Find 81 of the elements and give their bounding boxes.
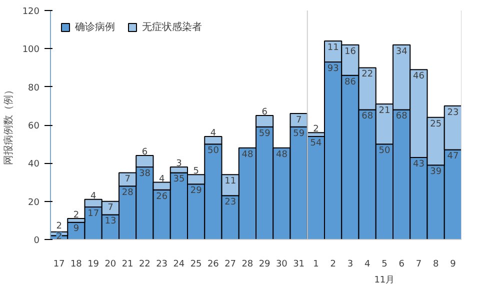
data-label: 86 (344, 77, 356, 88)
x-tick-label: 26 (207, 260, 220, 270)
data-label: 23 (224, 198, 236, 208)
data-label: 6 (262, 108, 268, 118)
x-tick-label: 8 (432, 260, 439, 270)
x-tick-label: 17 (53, 260, 65, 270)
y-tick-label: 0 (34, 236, 40, 246)
data-label: 68 (396, 112, 408, 122)
y-tick-label: 20 (28, 198, 40, 208)
data-label: 50 (378, 146, 390, 156)
data-label: 59 (293, 128, 305, 139)
data-label: 11 (224, 176, 236, 187)
data-label: 17 (88, 208, 100, 219)
data-label: 43 (412, 159, 424, 170)
data-label: 35 (173, 174, 185, 185)
data-label: 38 (138, 168, 151, 179)
data-label: 16 (344, 46, 356, 57)
data-label: 4 (158, 174, 165, 184)
x-tick-label: 7 (416, 260, 422, 270)
data-label: 13 (104, 216, 116, 227)
y-tick-label: 80 (28, 83, 40, 94)
data-label: 2 (56, 222, 62, 232)
data-label: 39 (430, 166, 442, 177)
x-tick-label: 25 (190, 260, 202, 270)
x-tick-label: 18 (70, 260, 82, 270)
data-label: 7 (296, 115, 302, 126)
x-tick-label: 3 (347, 260, 354, 270)
x-tick-label: 23 (156, 260, 168, 270)
x-tick-label: 6 (398, 260, 405, 270)
data-label: 2 (313, 124, 319, 135)
y-tick-label: 120 (22, 7, 40, 17)
y-axis-title: 网报病例数（例） (2, 85, 14, 165)
data-label: 46 (412, 72, 425, 82)
data-label: 2 (73, 210, 80, 221)
data-label: 7 (108, 203, 114, 214)
y-tick-label: 100 (22, 45, 40, 56)
y-tick-label: 60 (28, 122, 40, 132)
data-label: 48 (276, 150, 288, 160)
data-label: 68 (362, 112, 374, 122)
data-label: 21 (378, 106, 390, 116)
x-tick-label: 2 (330, 260, 336, 270)
x-tick-label: 9 (450, 260, 456, 270)
data-label: 7 (124, 174, 130, 185)
x-tick-label: 22 (138, 260, 150, 270)
data-label: 48 (242, 150, 254, 160)
y-tick-label: 40 (28, 160, 40, 170)
data-label: 5 (193, 166, 199, 177)
data-label: 4 (90, 191, 96, 202)
x-tick-label: 5 (382, 260, 388, 270)
text: 11月 (374, 276, 395, 286)
data-label: 25 (430, 119, 442, 130)
legend-label: 无症状感染者 (142, 20, 202, 34)
data-label: 23 (447, 108, 459, 118)
data-label: 47 (447, 152, 459, 162)
x-tick-label: 31 (293, 260, 305, 270)
data-label: 6 (142, 148, 148, 158)
x-tick-label: 20 (104, 260, 116, 270)
data-label: 34 (396, 46, 408, 57)
data-label: 59 (258, 128, 271, 139)
data-label: 3 (176, 159, 182, 170)
x-tick-label: 27 (224, 260, 236, 270)
x-tick-label: 1 (313, 260, 319, 270)
x-tick-label: 29 (258, 260, 271, 270)
x-tick-label: 21 (122, 260, 134, 270)
x-tick-label: 28 (242, 260, 254, 270)
data-label: 26 (156, 192, 168, 202)
x-tick-label: 30 (276, 260, 288, 270)
data-label: 9 (73, 224, 80, 234)
data-label: 4 (210, 128, 216, 138)
data-label: 28 (122, 188, 134, 198)
x-tick-label: 19 (88, 260, 100, 270)
data-label: 2 (56, 232, 62, 242)
x-tick-label: 4 (364, 260, 370, 270)
data-label: 22 (362, 70, 374, 80)
data-label: 11 (327, 42, 339, 53)
data-label: 54 (310, 138, 322, 148)
data-label: 50 (207, 146, 220, 156)
data-label: 29 (190, 186, 202, 196)
legend-label: 确诊病例 (75, 20, 115, 34)
data-label: 93 (327, 64, 339, 74)
x-tick-label: 24 (173, 260, 185, 270)
